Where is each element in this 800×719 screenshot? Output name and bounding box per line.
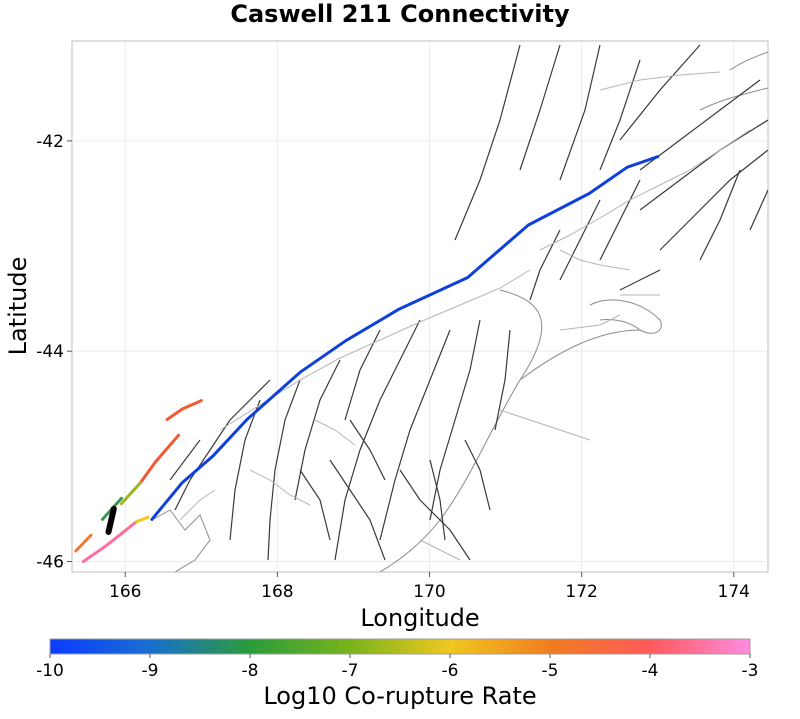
x-tick-label: 170 — [413, 582, 445, 602]
rupture-trace — [165, 399, 203, 421]
fault-traces — [169, 44, 768, 561]
x-tick-label: 166 — [109, 582, 141, 602]
x-tick-label: 168 — [261, 582, 293, 602]
coastline — [151, 51, 768, 572]
x-tick-label: 174 — [718, 582, 750, 602]
rupture-trace — [139, 433, 180, 485]
rupture-trace — [81, 520, 139, 563]
gridlines — [72, 41, 768, 572]
y-axis-label: Latitude — [4, 257, 32, 356]
rupture-trace — [135, 515, 150, 523]
colorbar — [49, 638, 751, 655]
colorbar-tick-label: -7 — [342, 661, 359, 681]
colorbar-tick-label: -5 — [542, 661, 559, 681]
y-tick-label: -46 — [36, 552, 64, 572]
x-tick-label: 172 — [565, 582, 597, 602]
co-rupture-traces — [74, 155, 660, 563]
rupture-trace — [150, 155, 660, 521]
colorbar-tick-label: -10 — [36, 661, 64, 681]
rupture-trace — [119, 481, 142, 506]
colorbar-tick-label: -6 — [442, 661, 459, 681]
x-axis-label: Longitude — [360, 604, 479, 632]
y-tick-label: -42 — [36, 132, 64, 152]
y-axis-ticks: -42 -44 -46 — [36, 132, 72, 572]
x-axis-ticks: 166 168 170 172 174 — [109, 572, 750, 602]
colorbar-ticks: -10 -9 -8 -7 -6 -5 -4 -3 — [36, 654, 758, 681]
chart-title: Caswell 211 Connectivity — [230, 0, 570, 28]
rupture-trace — [105, 505, 117, 535]
colorbar-tick-label: -3 — [742, 661, 759, 681]
colorbar-tick-label: -9 — [142, 661, 159, 681]
y-tick-label: -44 — [36, 342, 64, 362]
plot-area — [71, 40, 769, 573]
colorbar-label: Log10 Co-rupture Rate — [263, 682, 536, 710]
rupture-trace — [74, 533, 93, 553]
colorbar-tick-label: -8 — [242, 661, 259, 681]
colorbar-tick-label: -4 — [642, 661, 659, 681]
fault-network — [151, 44, 768, 572]
